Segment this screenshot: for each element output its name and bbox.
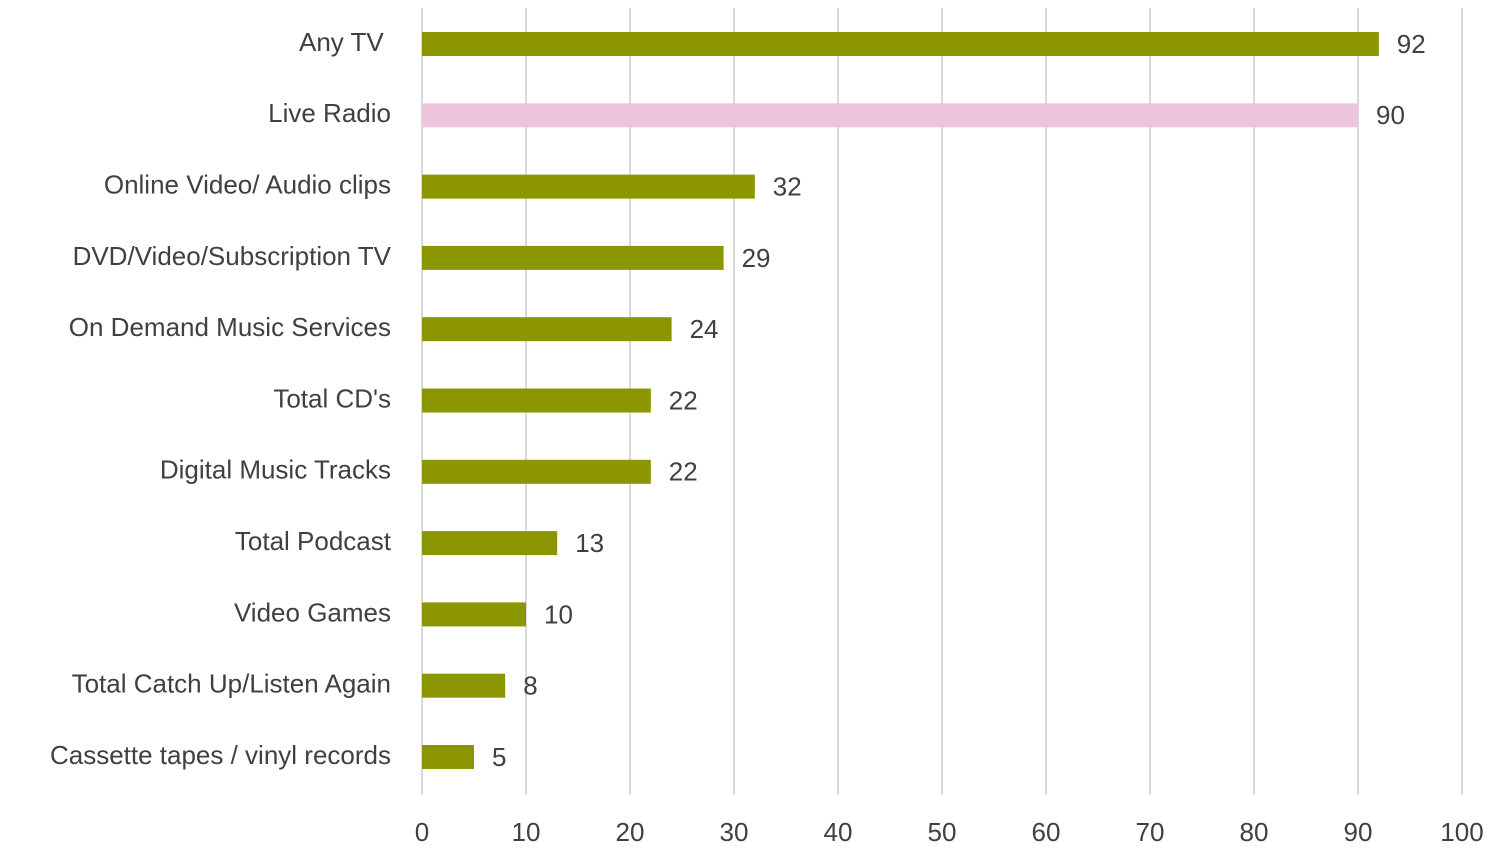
data-label: 32: [773, 171, 802, 201]
bar: [422, 602, 526, 627]
y-tick-label: Cassette tapes / vinyl records: [50, 740, 391, 770]
x-tick-label: 40: [824, 817, 853, 847]
y-tick-label: On Demand Music Services: [69, 312, 391, 342]
x-tick-label: 0: [415, 817, 429, 847]
y-tick-label: Total Podcast: [235, 526, 392, 556]
x-tick-label: 60: [1032, 817, 1061, 847]
data-label: 5: [492, 742, 506, 772]
data-label: 92: [1397, 29, 1426, 59]
data-label: 22: [669, 457, 698, 487]
x-tick-label: 30: [720, 817, 749, 847]
bar: [422, 32, 1379, 56]
bar: [422, 673, 506, 698]
bar: [422, 317, 672, 342]
bar: [422, 745, 474, 769]
data-label: 10: [544, 599, 573, 629]
bar: [422, 103, 1358, 128]
bar: [422, 531, 558, 556]
bar: [422, 245, 724, 270]
data-label: 24: [690, 314, 719, 344]
y-tick-label: DVD/Video/Subscription TV: [73, 241, 392, 271]
y-tick-label: Any TV: [299, 27, 391, 57]
data-label: 90: [1376, 100, 1405, 130]
bar: [422, 174, 755, 199]
y-tick-label: Live Radio: [268, 98, 391, 128]
data-label: 13: [575, 528, 604, 558]
bar: [422, 459, 651, 484]
x-tick-label: 50: [928, 817, 957, 847]
y-tick-label: Digital Music Tracks: [160, 455, 391, 485]
data-label: 22: [669, 385, 698, 415]
x-tick-label: 100: [1440, 817, 1483, 847]
y-tick-label: Total CD's: [273, 383, 391, 413]
y-tick-label: Video Games: [234, 597, 391, 627]
y-tick-label: Total Catch Up/Listen Again: [72, 669, 391, 699]
x-tick-label: 70: [1136, 817, 1165, 847]
bar: [422, 388, 651, 413]
x-tick-label: 90: [1344, 817, 1373, 847]
data-label: 8: [523, 671, 537, 701]
data-label: 29: [742, 243, 771, 273]
x-tick-label: 20: [616, 817, 645, 847]
y-tick-label: Online Video/ Audio clips: [104, 169, 391, 199]
x-tick-label: 10: [512, 817, 541, 847]
x-tick-label: 80: [1240, 817, 1269, 847]
